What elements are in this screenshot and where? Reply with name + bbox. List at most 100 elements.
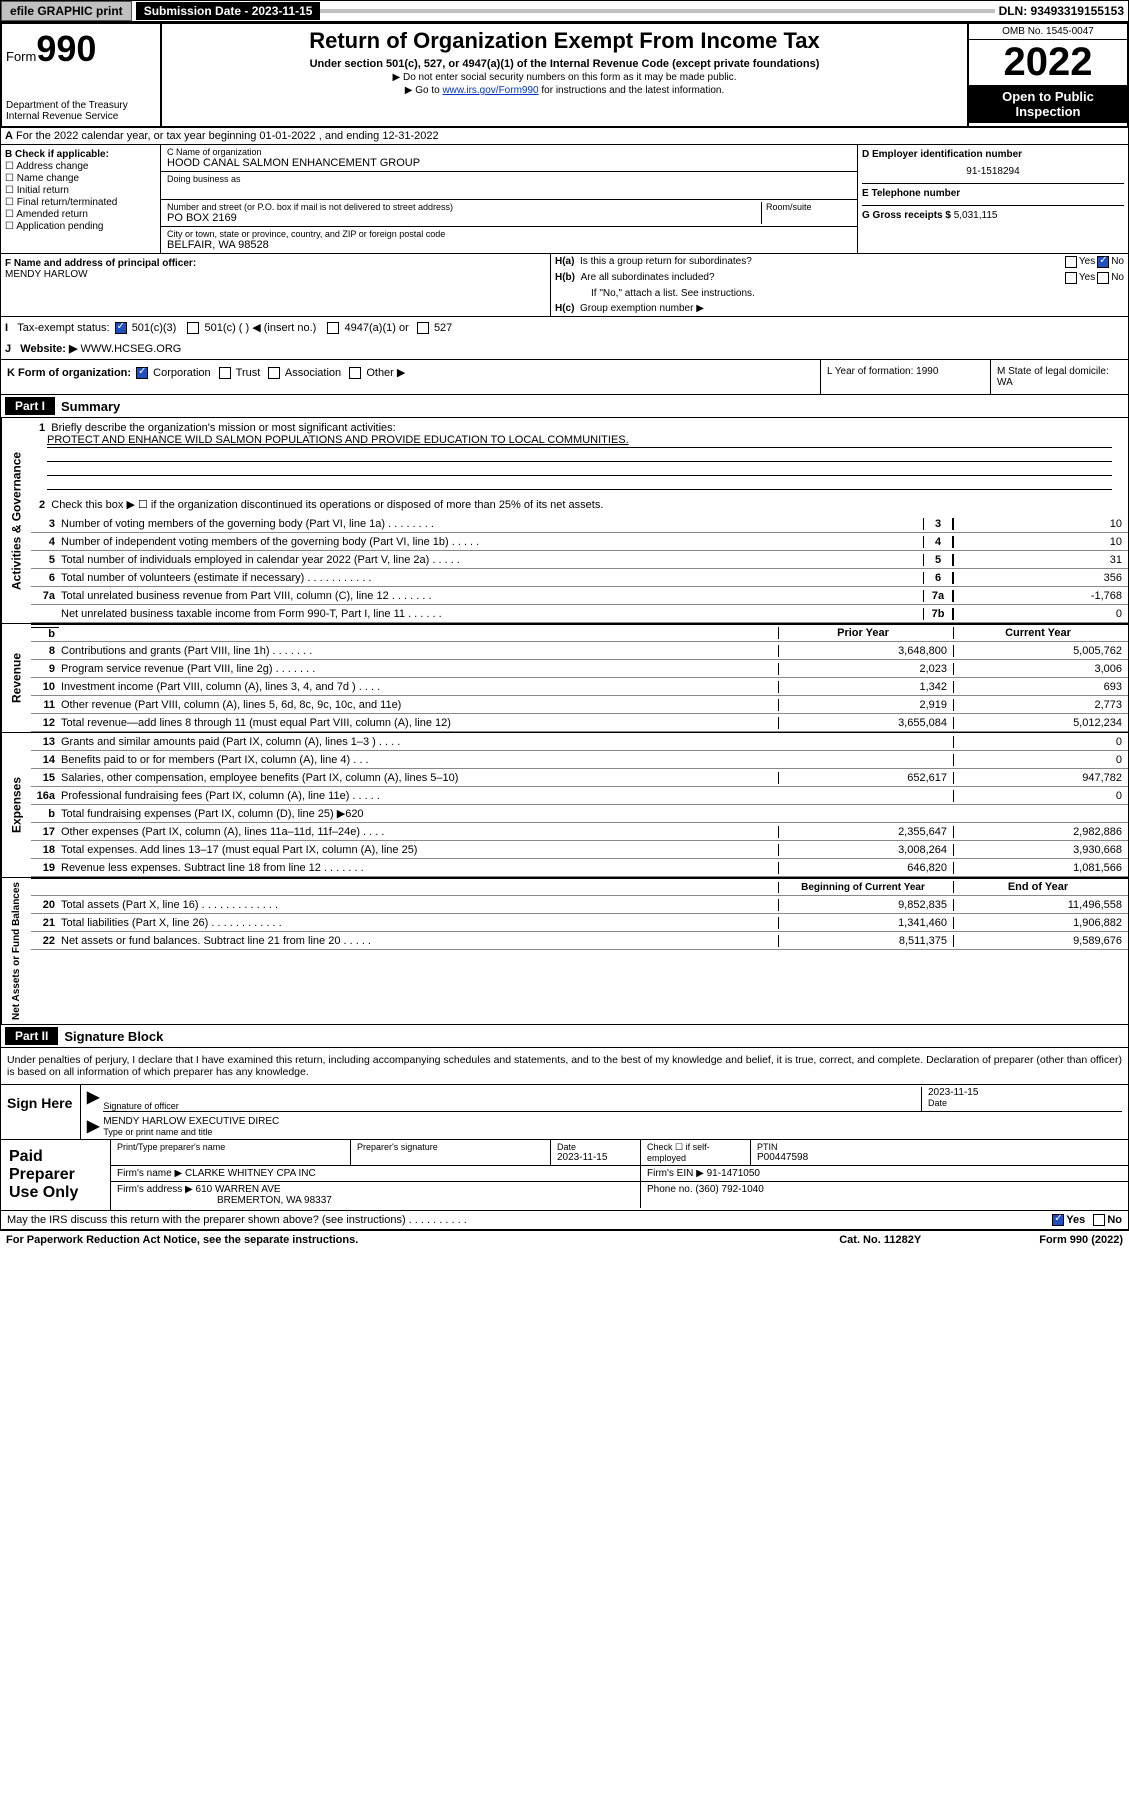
signer-name: MENDY HARLOW EXECUTIVE DIREC — [103, 1116, 1122, 1127]
dept-label: Department of the Treasury — [6, 100, 156, 111]
spacer — [320, 9, 994, 13]
open-public: Open to Public Inspection — [969, 85, 1127, 123]
governance-section: Activities & Governance 1 Briefly descri… — [0, 418, 1129, 624]
side-rev: Revenue — [1, 624, 31, 732]
discuss-no[interactable] — [1093, 1214, 1105, 1226]
side-gov: Activities & Governance — [1, 418, 31, 623]
irs-discuss: May the IRS discuss this return with the… — [0, 1211, 1129, 1230]
table-row: 22 Net assets or fund balances. Subtract… — [31, 932, 1128, 950]
rev-header: b Prior Year Current Year — [31, 624, 1128, 642]
website-url: WWW.HCSEG.ORG — [81, 343, 182, 355]
paid-preparer: Paid Preparer Use Only Print/Type prepar… — [0, 1140, 1129, 1211]
chk-amended[interactable]: ☐ Amended return — [5, 209, 156, 220]
form-of-org: K Form of organization: Corporation Trus… — [1, 360, 821, 394]
col-c: C Name of organization HOOD CANAL SALMON… — [161, 145, 858, 253]
table-row: 14 Benefits paid to or for members (Part… — [31, 751, 1128, 769]
arrow-icon: ▶ — [87, 1087, 99, 1112]
table-row: 8 Contributions and grants (Part VIII, l… — [31, 642, 1128, 660]
header-left: Form990 Department of the Treasury Inter… — [2, 24, 162, 126]
principal-officer: F Name and address of principal officer:… — [1, 254, 551, 316]
net-header: Beginning of Current Year End of Year — [31, 878, 1128, 896]
form-number: Form990 — [6, 28, 156, 70]
corp-chk[interactable] — [136, 367, 148, 379]
omb-number: OMB No. 1545-0047 — [969, 24, 1127, 40]
table-row: Net unrelated business taxable income fr… — [31, 605, 1128, 623]
phone-field: E Telephone number — [862, 183, 1124, 199]
irs-link[interactable]: www.irs.gov/Form990 — [442, 85, 538, 96]
form-header: Form990 Department of the Treasury Inter… — [0, 22, 1129, 128]
officer-name: MENDY HARLOW — [5, 269, 88, 280]
dba-field: Doing business as — [161, 172, 857, 200]
tax-exempt-row: I Tax-exempt status: 501(c)(3) 501(c) ( … — [0, 317, 1129, 360]
table-row: 13 Grants and similar amounts paid (Part… — [31, 733, 1128, 751]
netassets-section: Net Assets or Fund Balances Beginning of… — [0, 878, 1129, 1025]
ha-yes[interactable] — [1065, 256, 1077, 268]
part1-header: Part I Summary — [0, 395, 1129, 418]
revenue-section: Revenue b Prior Year Current Year 8 Cont… — [0, 624, 1129, 733]
irs-label: Internal Revenue Service — [6, 111, 156, 122]
org-name: HOOD CANAL SALMON ENHANCEMENT GROUP — [167, 157, 851, 169]
ein: 91-1518294 — [862, 166, 1124, 177]
subtitle-2: ▶ Do not enter social security numbers o… — [166, 72, 963, 83]
table-row: 7a Total unrelated business revenue from… — [31, 587, 1128, 605]
tax-year: 2022 — [969, 40, 1127, 85]
chk-name[interactable]: ☐ Name change — [5, 173, 156, 184]
block-bcd: B Check if applicable: ☐ Address change … — [0, 145, 1129, 254]
header-right: OMB No. 1545-0047 2022 Open to Public In… — [967, 24, 1127, 126]
footer-note: For Paperwork Reduction Act Notice, see … — [0, 1230, 1129, 1249]
table-row: 3 Number of voting members of the govern… — [31, 515, 1128, 533]
org-name-field: C Name of organization HOOD CANAL SALMON… — [161, 145, 857, 172]
addr-field: Number and street (or P.O. box if mail i… — [161, 200, 857, 227]
table-row: 11 Other revenue (Part VIII, column (A),… — [31, 696, 1128, 714]
table-row: 21 Total liabilities (Part X, line 26) .… — [31, 914, 1128, 932]
row-fg: F Name and address of principal officer:… — [0, 254, 1129, 317]
state-domicile: M State of legal domicile: WA — [991, 360, 1128, 394]
year-formation: L Year of formation: 1990 — [821, 360, 991, 394]
table-row: 19 Revenue less expenses. Subtract line … — [31, 859, 1128, 877]
row-k: K Form of organization: Corporation Trus… — [0, 360, 1129, 395]
table-row: 10 Investment income (Part VIII, column … — [31, 678, 1128, 696]
table-row: 18 Total expenses. Add lines 13–17 (must… — [31, 841, 1128, 859]
dln: DLN: 93493319155153 — [999, 4, 1128, 18]
city-value: BELFAIR, WA 98528 — [167, 239, 851, 251]
part2-header: Part II Signature Block — [0, 1025, 1129, 1048]
side-net: Net Assets or Fund Balances — [1, 878, 31, 1024]
chk-pending[interactable]: ☐ Application pending — [5, 221, 156, 232]
table-row: 15 Salaries, other compensation, employe… — [31, 769, 1128, 787]
table-row: 6 Total number of volunteers (estimate i… — [31, 569, 1128, 587]
col-d: D Employer identification number 91-1518… — [858, 145, 1128, 253]
chk-address[interactable]: ☐ Address change — [5, 161, 156, 172]
subtitle-1: Under section 501(c), 527, or 4947(a)(1)… — [166, 58, 963, 70]
hb-no[interactable] — [1097, 272, 1109, 284]
hb-yes[interactable] — [1065, 272, 1077, 284]
sign-here: Sign Here ▶ Signature of officer 2023-11… — [0, 1085, 1129, 1140]
table-row: 12 Total revenue—add lines 8 through 11 … — [31, 714, 1128, 732]
group-return: H(a) Is this a group return for subordin… — [551, 254, 1128, 316]
efile-btn[interactable]: efile GRAPHIC print — [1, 1, 132, 21]
street-addr: PO BOX 2169 — [167, 212, 761, 224]
city-field: City or town, state or province, country… — [161, 227, 857, 253]
chk-final[interactable]: ☐ Final return/terminated — [5, 197, 156, 208]
table-row: 20 Total assets (Part X, line 16) . . . … — [31, 896, 1128, 914]
top-bar: efile GRAPHIC print Submission Date - 20… — [0, 0, 1129, 22]
discuss-yes[interactable] — [1052, 1214, 1064, 1226]
501c3-chk[interactable] — [115, 322, 127, 334]
table-row: 9 Program service revenue (Part VIII, li… — [31, 660, 1128, 678]
side-exp: Expenses — [1, 733, 31, 877]
declaration: Under penalties of perjury, I declare th… — [0, 1048, 1129, 1085]
table-row: 17 Other expenses (Part IX, column (A), … — [31, 823, 1128, 841]
table-row: b Total fundraising expenses (Part IX, c… — [31, 805, 1128, 823]
form-title: Return of Organization Exempt From Incom… — [166, 28, 963, 54]
table-row: 4 Number of independent voting members o… — [31, 533, 1128, 551]
submission-date: Submission Date - 2023-11-15 — [136, 2, 321, 20]
firm-name: CLARKE WHITNEY CPA INC — [185, 1168, 316, 1179]
ha-no[interactable] — [1097, 256, 1109, 268]
expenses-section: Expenses 13 Grants and similar amounts p… — [0, 733, 1129, 878]
arrow-icon: ▶ — [87, 1116, 99, 1137]
table-row: 16a Professional fundraising fees (Part … — [31, 787, 1128, 805]
mission: PROTECT AND ENHANCE WILD SALMON POPULATI… — [47, 434, 1112, 448]
header-mid: Return of Organization Exempt From Incom… — [162, 24, 967, 126]
col-b: B Check if applicable: ☐ Address change … — [1, 145, 161, 253]
chk-initial[interactable]: ☐ Initial return — [5, 185, 156, 196]
gross-receipts: G Gross receipts $ 5,031,115 — [862, 205, 1124, 221]
